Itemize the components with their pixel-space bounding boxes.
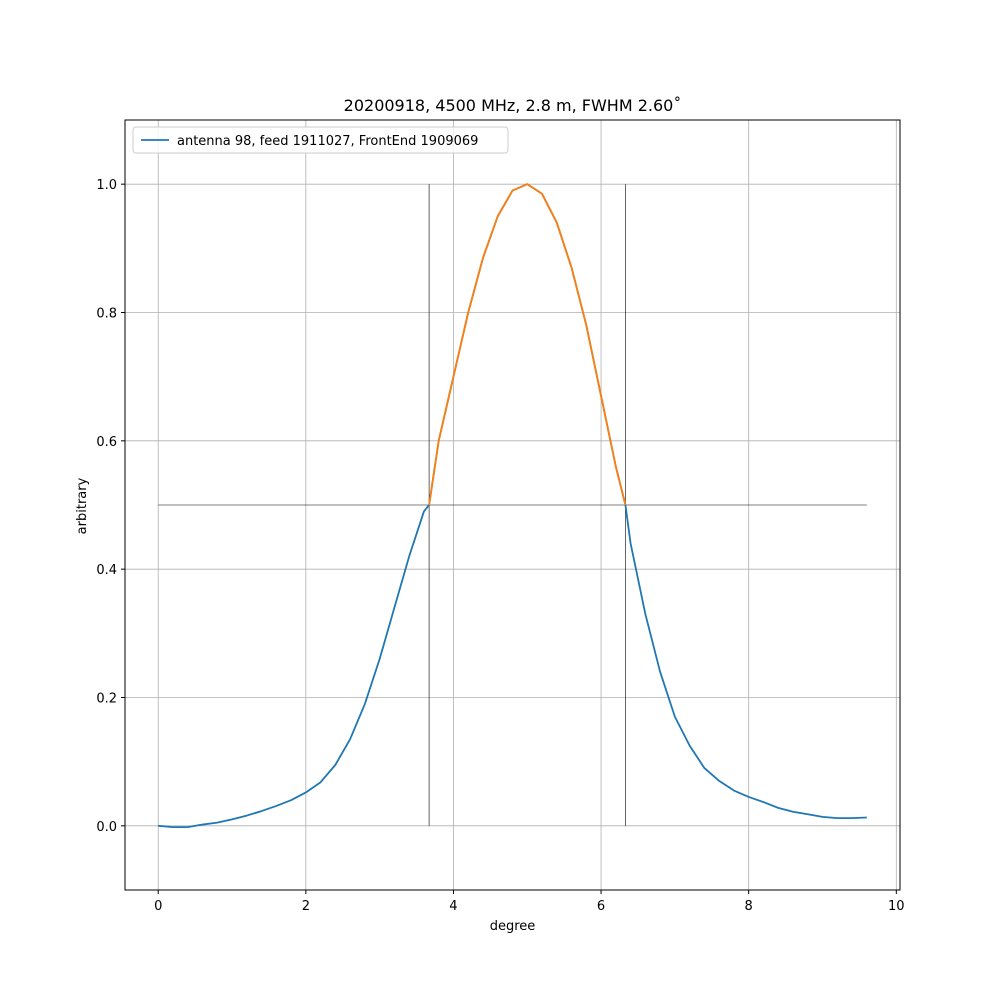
x-axis-title: degree: [490, 919, 536, 934]
legend: antenna 98, feed 1911027, FrontEnd 19090…: [132, 126, 509, 154]
series: [158, 183, 867, 829]
plot-frame: [124, 119, 901, 891]
x-tick-label: 8: [745, 899, 753, 914]
reference-lines: [158, 184, 867, 826]
y-tick-label: 1.0: [96, 178, 117, 193]
y-axis-title: arbitrary: [75, 477, 90, 534]
x-tick-label: 6: [597, 899, 605, 914]
y-tick-label: 0.8: [96, 307, 117, 322]
x-tick-label: 2: [302, 899, 310, 914]
x-tick-label: 10: [888, 899, 905, 914]
y-tick-label: 0.6: [96, 435, 117, 450]
y-tick-label: 0.4: [96, 563, 117, 578]
beam-profile-line: [158, 183, 867, 829]
chart-title: 20200918, 4500 MHz, 2.8 m, FWHM 2.60˚: [344, 96, 682, 115]
y-tick-label: 0.2: [96, 692, 117, 707]
fwhm-region-line: [428, 183, 627, 506]
legend-box: [132, 126, 509, 154]
x-tick-label: 4: [449, 899, 457, 914]
legend-label: antenna 98, feed 1911027, FrontEnd 19090…: [177, 134, 478, 149]
ticks: 0 2 4 6 8 10 0.0 0.2 0.4 0.6 0.8 1.0: [96, 178, 904, 914]
x-tick-label: 0: [154, 899, 162, 914]
y-tick-label: 0.0: [96, 820, 117, 835]
